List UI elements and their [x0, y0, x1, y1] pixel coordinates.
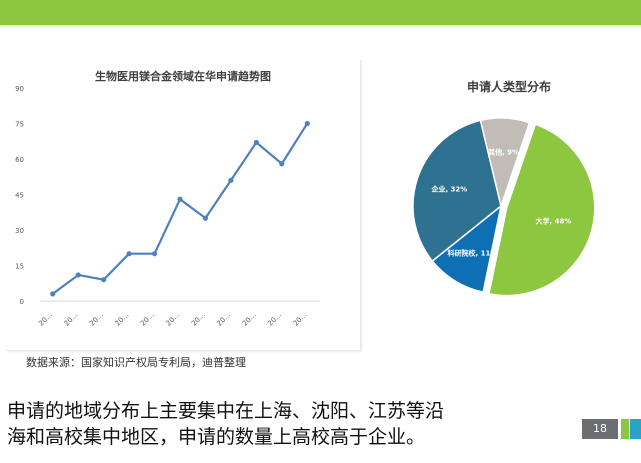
- line-chart: 0 15 30 45 60 75 90 20… 20… 20… 20… 20… 20… 20… 20… 20……: [15, 85, 320, 328]
- x-tick-label: 20…: [88, 311, 105, 328]
- pie-slice: [412, 119, 502, 263]
- y-tick-label: 0: [20, 298, 24, 306]
- slide-caption: 申请的地域分布上主要集中在上海、沈阳、江苏等沿 海和高校集中地区，申请的数量上高…: [7, 398, 537, 450]
- pie-chart: 大学, 48% 科研院校, 11% 企业, 32% 其他, 9%: [412, 117, 596, 297]
- x-tick-label: 20…: [215, 311, 232, 328]
- y-tick-label: 30: [15, 227, 24, 235]
- pie-slice: [479, 117, 531, 209]
- y-tick-label: 75: [15, 121, 24, 129]
- pie-chart-title: 申请人类型分布: [466, 80, 551, 94]
- x-tick-label: 20…: [241, 311, 258, 328]
- y-tick-label: 60: [15, 156, 24, 164]
- page-number: 18: [582, 419, 618, 439]
- y-tick-label: 45: [15, 192, 24, 200]
- header-divider: [0, 25, 641, 27]
- data-point: [50, 291, 56, 297]
- x-tick-label: 20…: [164, 311, 181, 328]
- data-point: [304, 120, 310, 127]
- x-tick-label: 20…: [114, 311, 131, 328]
- caption-line-1: 申请的地域分布上主要集中在上海、沈阳、江苏等沿: [7, 400, 445, 422]
- pie-slice-label: 企业, 32%: [430, 184, 467, 193]
- data-source-note: 数据来源：国家知识产权局专利局，迪普整理: [26, 356, 246, 369]
- x-tick-label: 20…: [266, 311, 283, 328]
- series-line: [52, 122, 309, 295]
- x-tick-label: 20…: [292, 311, 309, 328]
- y-tick-label: 15: [15, 263, 24, 271]
- data-point: [202, 215, 209, 221]
- data-point: [101, 277, 107, 283]
- line-chart-panel: 生物医用镁合金领域在华申请趋势图 0 15 30 45 60 75 90 20… 20… 20… 2…: [6, 60, 361, 351]
- x-tick-label: 20…: [139, 311, 156, 328]
- x-tick-label: 20…: [63, 311, 80, 328]
- data-point: [151, 251, 158, 257]
- x-tick-label: 20…: [190, 311, 207, 328]
- pie-slice-label: 大学, 48%: [536, 216, 572, 225]
- line-chart-title: 生物医用镁合金领域在华申请趋势图: [95, 70, 271, 83]
- data-point: [126, 251, 132, 257]
- header-bar: [0, 0, 641, 25]
- data-point: [177, 196, 183, 202]
- data-point: [228, 177, 234, 183]
- y-tick-label: 90: [15, 85, 24, 93]
- pie-slice-label: 其他, 9%: [488, 148, 519, 157]
- pie-slice-label: 科研院校, 11%: [448, 249, 498, 258]
- x-tick-label: 20…: [37, 311, 54, 328]
- pie-slice: [488, 123, 596, 297]
- pie-chart-panel: 申请人类型分布 大学, 48% 科研院校, 11% 企业, 32% 其他, 9%: [404, 66, 614, 306]
- caption-line-2: 海和高校集中地区，申请的数量上高校高于企业。: [7, 426, 426, 448]
- data-point: [75, 272, 81, 278]
- data-point: [253, 139, 259, 146]
- footer-accent-green: [621, 419, 629, 439]
- footer-accent-blue: [630, 419, 641, 439]
- data-point: [279, 161, 285, 167]
